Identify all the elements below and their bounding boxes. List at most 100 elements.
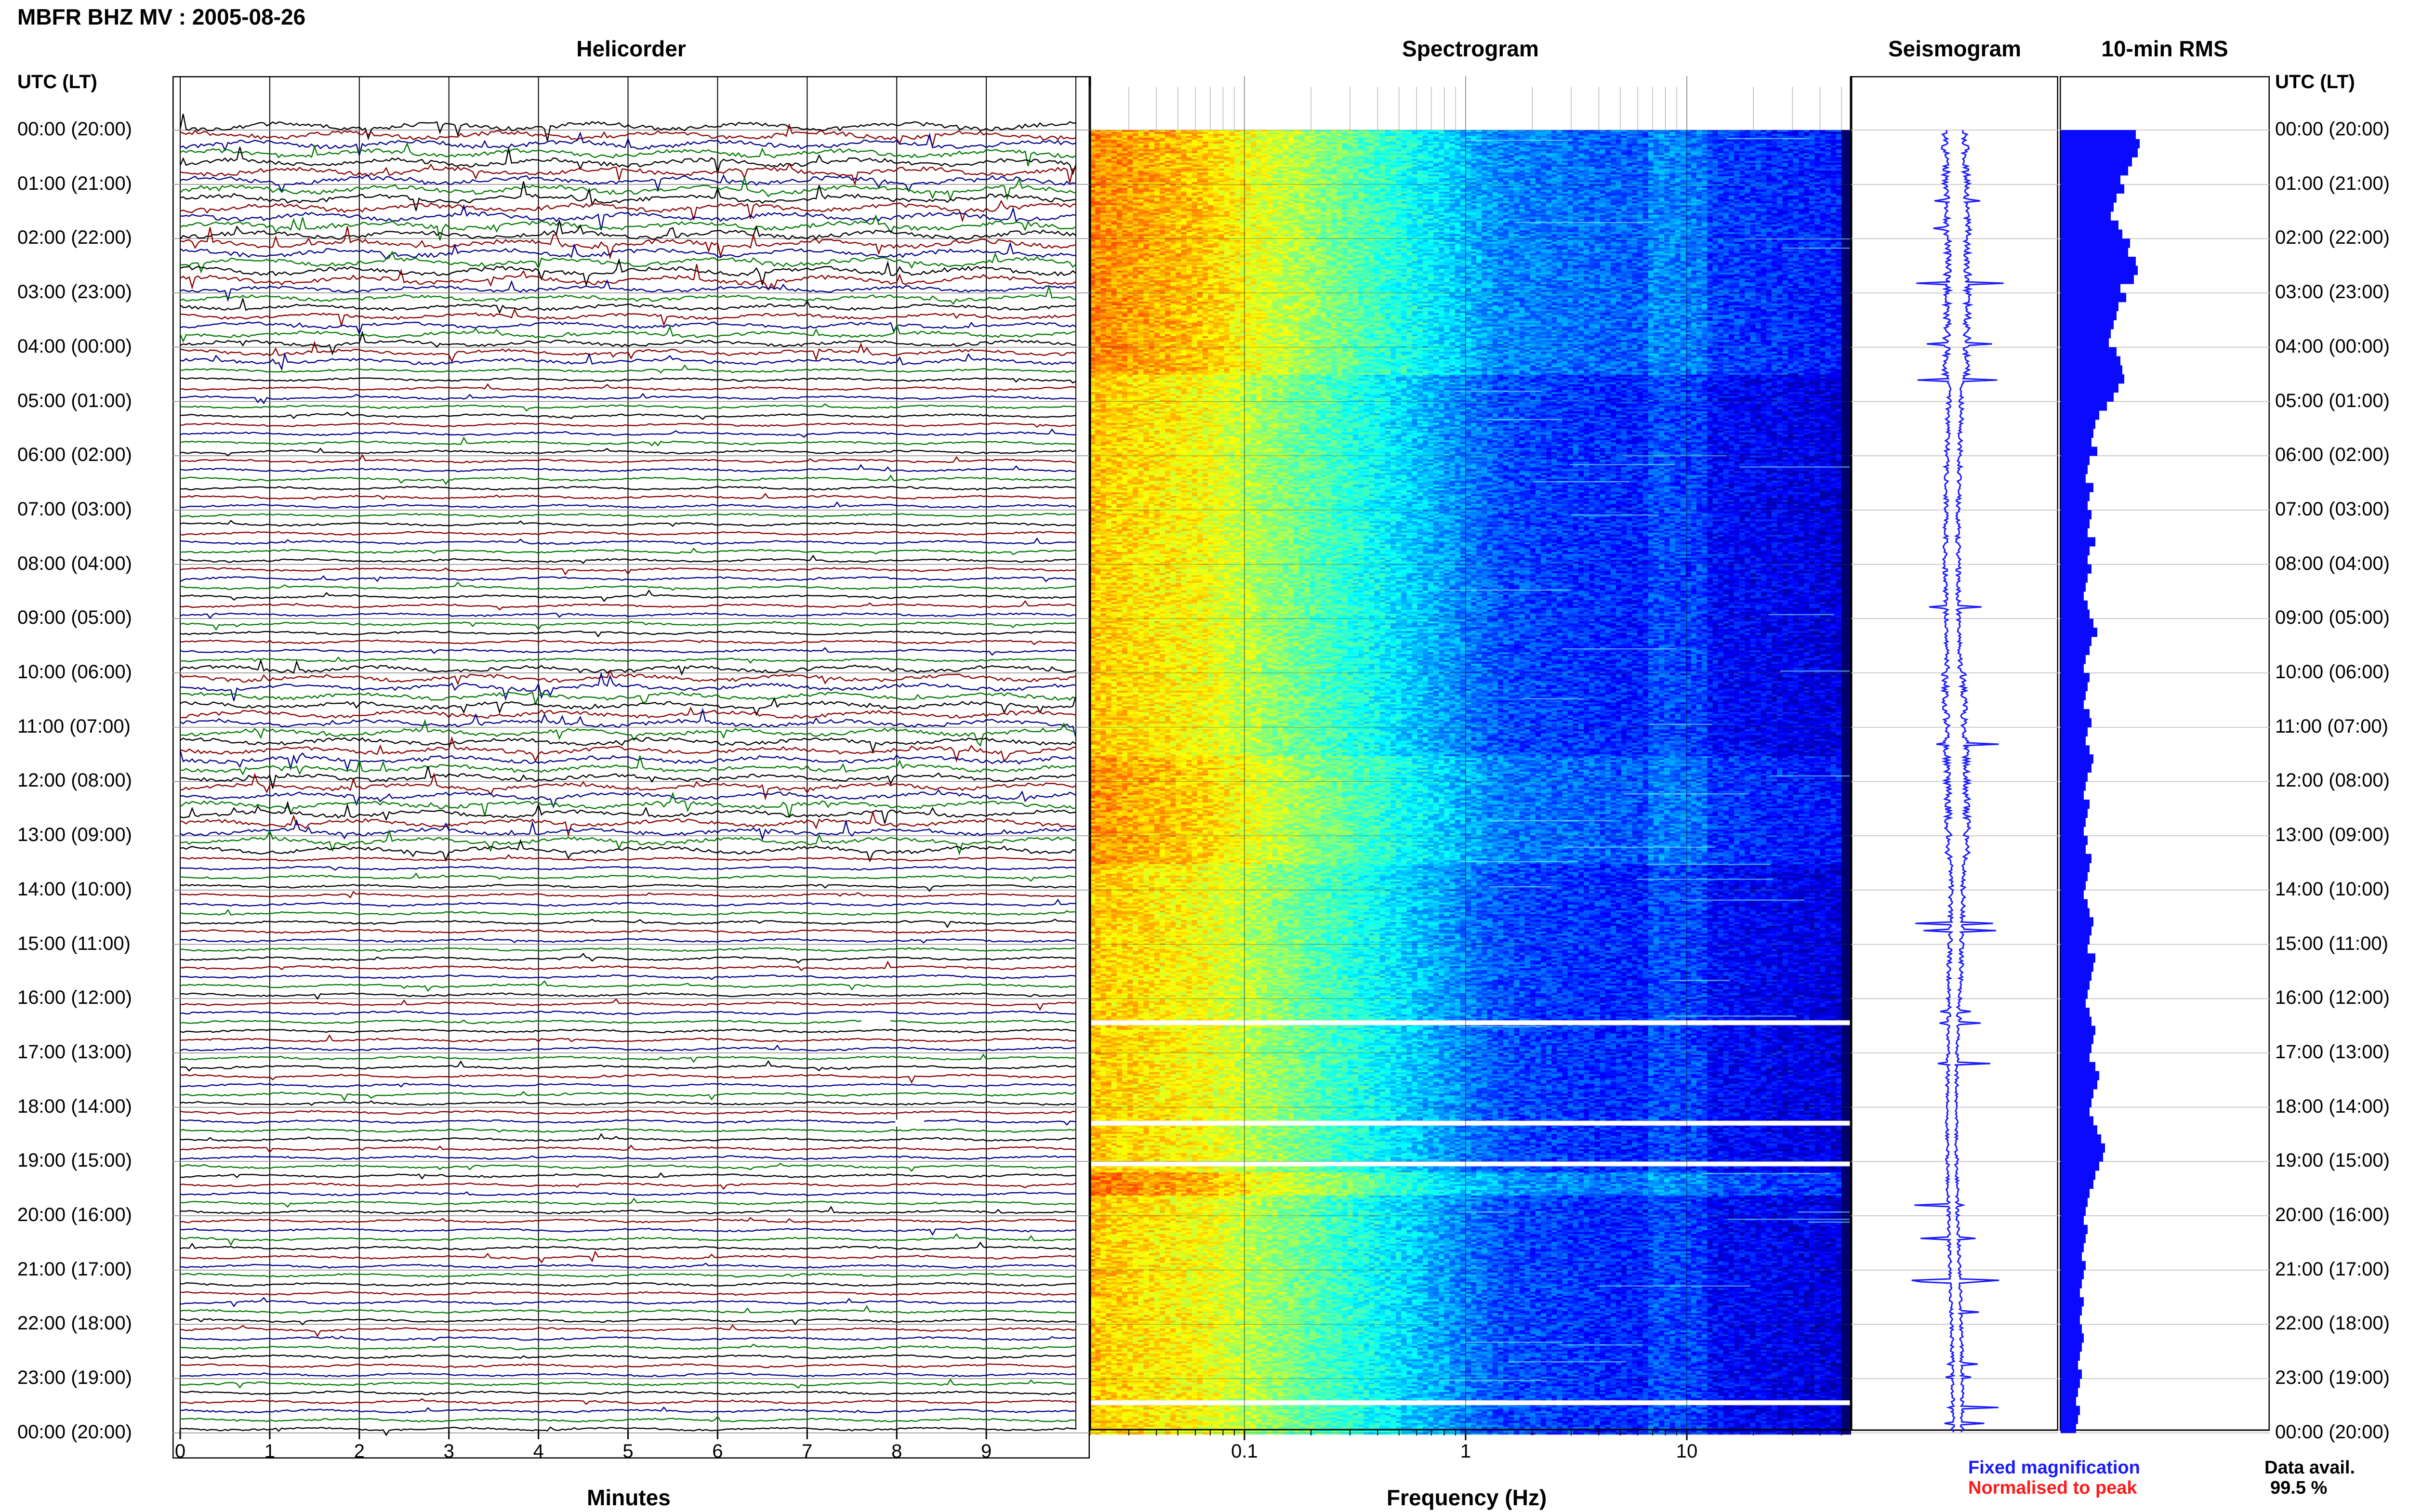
rms-bar (2061, 908, 2090, 918)
helicorder-trace (180, 284, 1076, 305)
helicorder-trace (180, 581, 1076, 591)
row-label-right: 09:00 (05:00) (2275, 607, 2390, 629)
row-label-left: 10:00 (06:00) (17, 661, 132, 683)
utc-label-left: UTC (LT) (17, 71, 97, 92)
helicorder-trace (180, 1019, 1076, 1025)
rms-bar (2061, 1152, 2103, 1162)
helicorder-trace (180, 279, 1076, 302)
rms-bar (2061, 772, 2088, 782)
rms-bar (2061, 944, 2088, 954)
rms-bar (2061, 817, 2086, 827)
helicorder-trace (180, 1372, 1076, 1378)
row-label-right: 11:00 (07:00) (2275, 715, 2388, 737)
helicorder-trace (180, 1172, 1076, 1180)
row-label-left: 08:00 (04:00) (17, 552, 132, 574)
row-label-left: 05:00 (01:00) (17, 390, 132, 411)
helicorder-trace (180, 980, 1076, 992)
rms-panel (2060, 76, 2270, 1433)
helicorder-trace (180, 377, 1076, 384)
helicorder-trace (180, 383, 1076, 392)
rms-bar (2061, 1216, 2084, 1225)
rms-bar (2061, 673, 2090, 683)
row-label-left: 22:00 (18:00) (17, 1313, 132, 1334)
rms-bar (2061, 844, 2086, 855)
rms-bar (2061, 781, 2086, 791)
helicorder-trace (180, 1250, 1076, 1263)
rms-bar (2061, 302, 2118, 312)
rms-bar (2061, 338, 2109, 348)
rms-bar (2061, 465, 2088, 474)
helicorder-trace (180, 866, 1076, 871)
rms-bar (2061, 1161, 2099, 1171)
rms-bar (2061, 573, 2088, 583)
rms-bar (2061, 664, 2084, 673)
helicorder-trace (180, 174, 1076, 193)
helicorder-trace (180, 719, 1076, 747)
helicorder-trace (180, 1119, 1076, 1126)
rms-bar (2061, 1080, 2097, 1090)
helicorder-trace (180, 755, 1076, 776)
helicorder-trace (180, 1191, 1076, 1196)
helicorder-trace (180, 953, 1076, 964)
rms-bar (2061, 257, 2136, 266)
data-gap (895, 1119, 924, 1127)
rms-bar (2061, 1170, 2095, 1180)
freq-tick-label: 1 (1460, 1441, 1471, 1459)
rms-bar (2061, 1089, 2093, 1099)
helicorder-trace (180, 1291, 1076, 1296)
rms-bar (2061, 1008, 2090, 1017)
helicorder-trace (180, 1390, 1076, 1395)
helicorder-trace (180, 554, 1076, 564)
rms-bar (2061, 1333, 2084, 1343)
row-label-left: 23:00 (19:00) (17, 1367, 132, 1389)
minute-tick-label: 8 (891, 1441, 902, 1459)
rms-bar (2061, 899, 2088, 908)
helicorder-trace (180, 537, 1076, 545)
helicorder-trace (180, 789, 1076, 809)
rms-bar (2061, 989, 2088, 999)
helicorder-trace (180, 1297, 1076, 1308)
row-label-left: 13:00 (09:00) (17, 824, 132, 846)
data-avail-value: 99.5 % (2270, 1478, 2328, 1498)
row-label-right: 02:00 (22:00) (2275, 227, 2390, 249)
helicorder-trace (180, 204, 1076, 230)
rms-bar (2061, 1107, 2090, 1117)
helicorder-trace (180, 839, 1076, 863)
helicorder-trace (180, 1182, 1076, 1190)
helicorder-trace (180, 908, 1076, 916)
helicorder-trace (180, 1398, 1076, 1405)
minute-tick-label: 5 (622, 1441, 633, 1459)
helicorder-trace (180, 1060, 1076, 1072)
helicorder-trace (180, 454, 1076, 463)
helicorder-trace (180, 1010, 1076, 1015)
freq-tick-label: 0.1 (1231, 1441, 1258, 1459)
seismogram-title: Seismogram (1888, 36, 2022, 61)
helicorder-trace (180, 297, 1076, 315)
helicorder-trace (180, 226, 1076, 260)
helicorder-trace (180, 513, 1076, 518)
minute-tick-label: 0 (175, 1441, 185, 1459)
helicorder-trace (180, 493, 1076, 500)
helicorder-trace (180, 364, 1076, 374)
rms-bar (2061, 492, 2090, 501)
helicorder-trace (180, 520, 1076, 527)
rms-bar (2061, 971, 2091, 981)
rms-bar (2061, 881, 2086, 891)
rms-bar (2061, 890, 2084, 899)
row-label-right: 19:00 (15:00) (2275, 1150, 2390, 1171)
helicorder-trace (180, 669, 1076, 685)
row-label-left: 04:00 (00:00) (17, 335, 132, 357)
rms-bar (2061, 754, 2093, 764)
helicorder-trace (180, 1378, 1076, 1389)
rms-bar (2061, 1234, 2086, 1243)
helicorder-trace (180, 919, 1076, 929)
rms-bar (2061, 1016, 2091, 1026)
rms-bar (2061, 392, 2114, 402)
rms-bar (2061, 265, 2138, 275)
rms-bar (2061, 546, 2090, 556)
rms-bar (2061, 727, 2088, 736)
rms-bar (2061, 582, 2086, 592)
rms-bar (2061, 519, 2090, 528)
rms-bar (2061, 1387, 2078, 1397)
row-label-left: 07:00 (03:00) (17, 498, 132, 520)
